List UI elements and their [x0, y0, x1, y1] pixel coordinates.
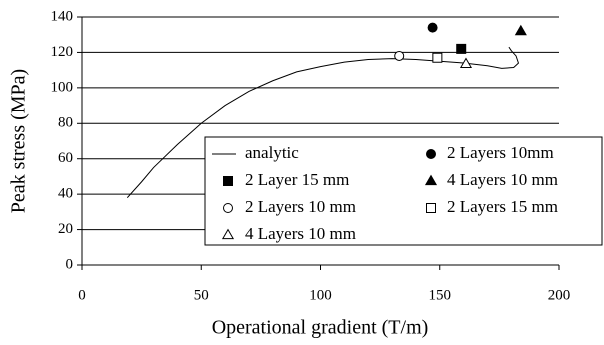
- x-axis-title: Operational gradient (T/m): [212, 317, 429, 339]
- legend-marker: [426, 149, 436, 159]
- legend-label: analytic: [245, 143, 299, 162]
- y-axis-title: Peak stress (MPa): [8, 69, 30, 213]
- x-tick-label: 100: [309, 287, 332, 303]
- x-tick-label: 150: [429, 287, 452, 303]
- legend-marker: [221, 228, 235, 240]
- legend-label: 4 Layers 10 mm: [447, 170, 558, 189]
- legend-label: 4 Layers 10 mm: [245, 224, 356, 243]
- legend-marker: [223, 176, 233, 186]
- line: [126, 46, 520, 199]
- point: [459, 57, 473, 69]
- legend-label: 2 Layers 15 mm: [447, 197, 558, 216]
- x-tick-label: 0: [78, 287, 86, 303]
- y-tick-label: 40: [58, 186, 73, 202]
- point: [514, 24, 527, 36]
- y-tick-label: 0: [66, 256, 74, 272]
- x-tick-label: 200: [548, 287, 571, 303]
- y-tick-label: 100: [51, 79, 74, 95]
- point: [427, 22, 438, 33]
- point: [456, 43, 467, 54]
- y-tick-label: 60: [58, 150, 73, 166]
- legend-marker: [424, 174, 438, 186]
- y-tick-label: 20: [58, 221, 73, 237]
- legend-box: [204, 136, 603, 246]
- legend-marker: [426, 203, 436, 213]
- y-tick-label: 140: [51, 8, 74, 24]
- point: [432, 52, 443, 63]
- y-tick-label: 120: [51, 44, 74, 60]
- legend-label: 2 Layers 10mm: [447, 143, 554, 162]
- x-tick-label: 50: [194, 287, 209, 303]
- point: [394, 50, 405, 61]
- legend-label: 2 Layers 10 mm: [245, 197, 356, 216]
- legend: analytic 2 Layers 10mm 2 Layer 15 mm 4 Laye…: [204, 136, 603, 246]
- legend-label: 2 Layer 15 mm: [245, 170, 349, 189]
- legend-marker: [223, 203, 233, 213]
- y-tick-label: 80: [58, 115, 73, 131]
